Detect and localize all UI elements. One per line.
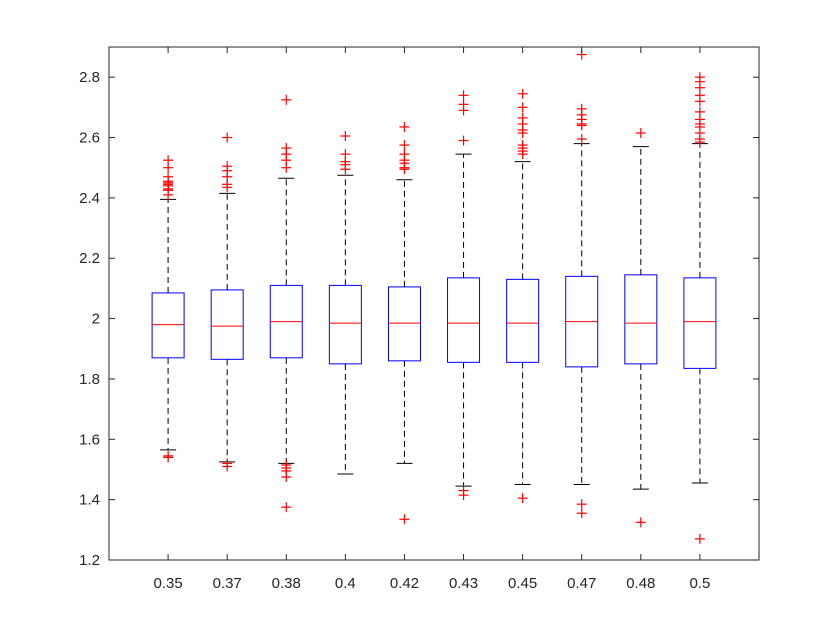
outlier-marker [458,99,469,110]
x-tick-label: 0.45 [508,575,537,592]
box-iqr [683,277,717,369]
y-tick-label: 1.2 [79,552,100,569]
outlier-marker [222,132,233,143]
box-0.45 [506,88,540,504]
x-tick-label: 0.5 [689,575,710,592]
outlier-marker [163,450,174,461]
outlier-marker [576,103,587,114]
box-iqr [447,277,481,363]
box-0.42 [387,121,421,525]
y-tick-label: 2.6 [79,130,100,147]
box-0.43 [447,90,481,501]
axes-frame [108,46,760,561]
plot-area-background [109,47,759,560]
outlier-marker [458,135,469,146]
y-tick-label: 2.4 [79,190,100,207]
box-iqr [624,274,658,365]
y-tick-label: 1.4 [79,492,100,509]
outlier-marker [635,517,646,528]
y-tick-label: 1.8 [79,371,100,388]
x-tick-label: 0.37 [213,575,242,592]
outlier-marker [281,143,292,154]
outlier-marker [281,502,292,513]
box-0.35 [151,155,185,463]
y-tick-label: 2.8 [79,69,100,86]
box-0.37 [210,132,244,472]
outlier-marker [517,112,528,123]
x-tick-label: 0.43 [449,575,478,592]
x-tick-label: 0.35 [153,575,182,592]
x-tick-label: 0.48 [626,575,655,592]
outlier-marker [694,106,705,117]
outlier-marker [458,90,469,101]
box-0.38 [269,94,303,513]
x-tick-label: 0.4 [335,575,356,592]
box-iqr [210,289,244,360]
box-0.4 [328,131,362,475]
outlier-marker [517,493,528,504]
outlier-marker [694,72,705,83]
outlier-marker [340,149,351,160]
outlier-marker [281,459,292,470]
box-0.47 [565,49,599,519]
box-iqr [328,284,362,365]
x-tick-label: 0.47 [567,575,596,592]
outlier-marker [576,499,587,510]
box-iqr [151,292,185,359]
outlier-marker [458,485,469,496]
outlier-marker [399,149,410,160]
y-tick-label: 2 [92,311,100,328]
outlier-marker [222,458,233,469]
outlier-marker [163,155,174,166]
outlier-marker [163,171,174,182]
outlier-marker [517,88,528,99]
outlier-marker [517,140,528,151]
outlier-marker [399,514,410,525]
box-iqr [387,286,421,362]
y-tick-label: 2.2 [79,250,100,267]
outlier-marker [281,94,292,105]
outlier-marker [399,121,410,132]
box-0.5 [683,72,717,544]
outlier-marker [576,508,587,519]
x-tick-label: 0.38 [272,575,301,592]
axes-layer: 1.2 1.4 1.6 1.8 2 2.2 2.4 2.6 2.8 0.35 0.37 0.38 0.4… [79,46,760,592]
y-tick-label: 1.6 [79,431,100,448]
outlier-marker [517,102,528,113]
outlier-marker [576,134,587,145]
outlier-marker [635,128,646,139]
outlier-marker [340,131,351,142]
boxes-layer [151,49,717,544]
x-tick-label: 0.42 [390,575,419,592]
outlier-marker [222,161,233,172]
outlier-marker [399,140,410,151]
box-0.48 [624,128,658,528]
box-iqr [506,278,540,363]
outlier-marker [694,533,705,544]
